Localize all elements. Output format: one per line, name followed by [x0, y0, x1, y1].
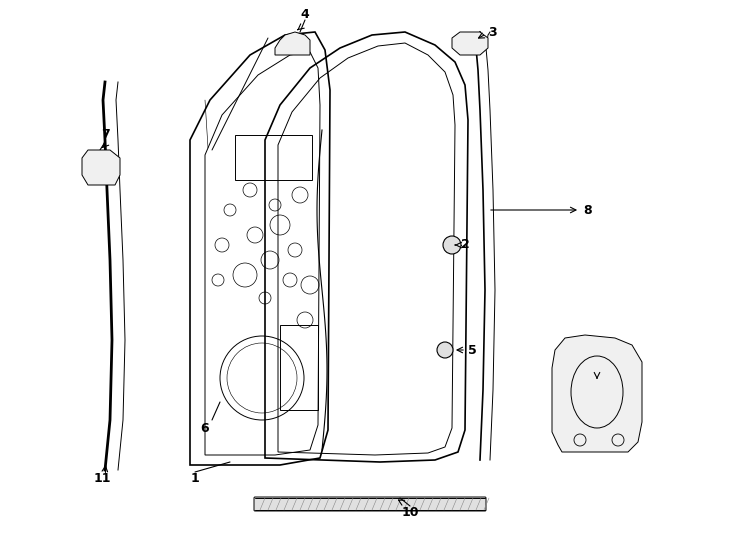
Polygon shape [82, 150, 120, 185]
FancyBboxPatch shape [254, 497, 486, 511]
Polygon shape [452, 32, 488, 55]
Circle shape [437, 342, 453, 358]
Text: 5: 5 [468, 343, 476, 356]
Text: 9: 9 [578, 352, 586, 365]
Polygon shape [275, 32, 310, 55]
Text: 10: 10 [401, 505, 419, 518]
Text: 3: 3 [487, 25, 496, 38]
Text: 11: 11 [93, 471, 111, 484]
Circle shape [443, 236, 461, 254]
Text: 1: 1 [191, 471, 200, 484]
Polygon shape [552, 335, 642, 452]
Text: 4: 4 [301, 9, 309, 22]
Text: 7: 7 [101, 129, 109, 141]
Text: 8: 8 [584, 204, 592, 217]
Text: 2: 2 [461, 239, 469, 252]
Text: 6: 6 [200, 422, 209, 435]
